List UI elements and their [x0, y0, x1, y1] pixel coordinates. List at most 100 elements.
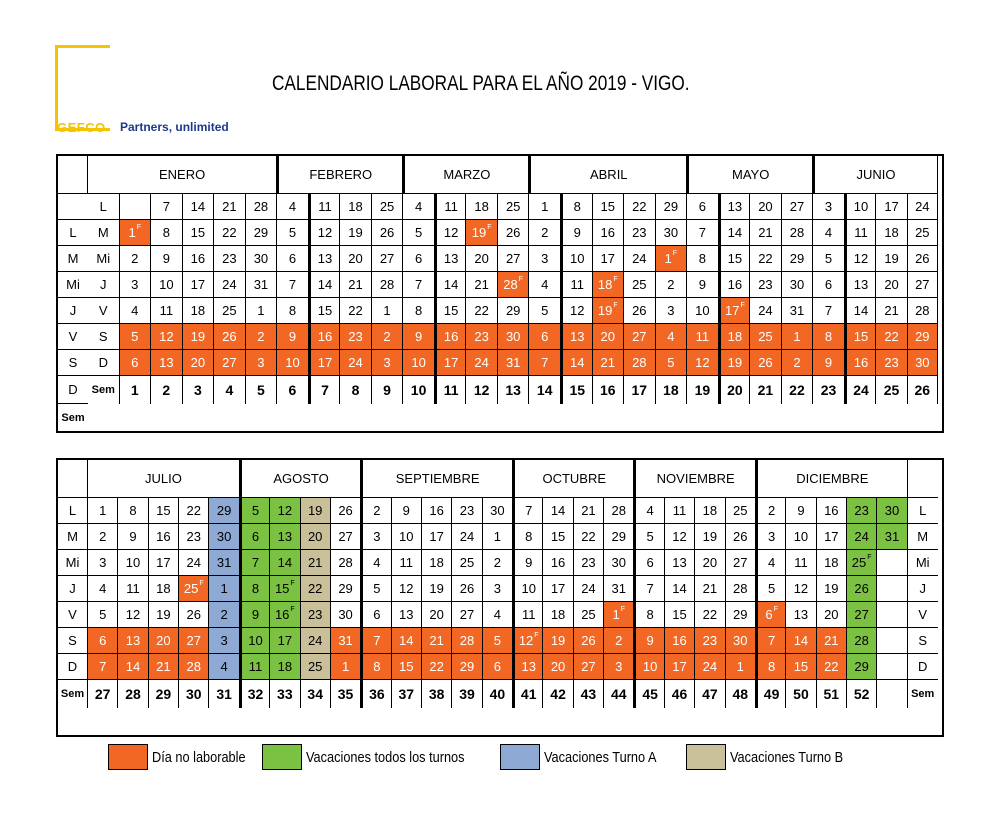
week-number: 2 [151, 376, 183, 404]
day-cell: 22 [695, 602, 726, 628]
day-cell: 2 [529, 220, 561, 246]
day-cell: 27 [497, 246, 530, 272]
day-cell: 27 [452, 602, 483, 628]
week-number: 47 [695, 680, 726, 708]
day-cell: 13 [664, 550, 696, 576]
day-cell: 25 [750, 324, 782, 350]
day-cell: 9 [687, 272, 719, 298]
month-header: ENERO [88, 156, 278, 194]
day-cell: 23 [214, 246, 246, 272]
week-number: 14 [529, 376, 561, 404]
day-cell: 22 [421, 654, 453, 680]
day-cell: 2 [755, 498, 787, 524]
day-cell: 3 [604, 654, 635, 680]
day-cell: 13 [513, 654, 544, 680]
day-cell: 19 [421, 576, 453, 602]
day-cell: 7 [277, 272, 309, 298]
day-cell: 6 [119, 350, 152, 376]
day-cell: 24 [624, 246, 656, 272]
week-number: 42 [543, 680, 574, 708]
weekday-label: V [58, 324, 88, 350]
day-cell: 25 [624, 272, 656, 298]
day-cell: 16 [148, 524, 180, 550]
week-number: 18 [656, 376, 688, 404]
day-cell: 30 [482, 498, 514, 524]
day-cell: 23 [466, 324, 498, 350]
day-cell: 13 [844, 272, 877, 298]
week-number: 39 [452, 680, 483, 708]
day-cell: 22 [466, 298, 498, 324]
day-cell: 12 [664, 524, 696, 550]
day-cell: 4 [277, 194, 309, 220]
month-header: SEPTIEMBRE [361, 460, 514, 498]
day-cell: 21 [695, 576, 726, 602]
day-cell: 8 [239, 576, 271, 602]
day-cell: 10 [634, 654, 665, 680]
day-cell: 17 [308, 350, 341, 376]
day-cell: 11 [239, 654, 271, 680]
weekday-label: M [58, 524, 88, 550]
day-cell: 26 [725, 524, 756, 550]
day-cell: 21 [300, 550, 331, 576]
day-cell: 19 F [466, 220, 498, 246]
day-cell: 11 [434, 194, 467, 220]
day-cell: 22 [624, 194, 656, 220]
day-cell: 12 [434, 220, 467, 246]
day-cell: 12 F [513, 628, 544, 654]
week-number: 34 [301, 680, 331, 708]
month-header: NOVIEMBRE [634, 460, 756, 498]
day-cell: 31 [245, 272, 278, 298]
day-cell: 9 [277, 324, 309, 350]
day-cell: 14 [391, 628, 422, 654]
gefco-logo-frame [55, 45, 110, 131]
day-cell [877, 654, 908, 680]
day-cell: 5 [482, 628, 514, 654]
day-cell: 14 [844, 298, 877, 324]
week-number: 17 [624, 376, 656, 404]
day-cell: 15 [148, 498, 180, 524]
month-header: MARZO [403, 156, 530, 194]
day-cell: 21 [148, 654, 180, 680]
day-cell: 4 [655, 324, 688, 350]
day-cell: 9 [786, 498, 817, 524]
day-cell: 16 [664, 628, 696, 654]
day-cell: 2 [88, 524, 119, 550]
day-cell: 16 [434, 324, 467, 350]
weekday-label: M [88, 220, 120, 246]
day-cell: 23 [573, 550, 605, 576]
day-cell: 10 [277, 350, 309, 376]
day-cell: 13 [391, 602, 422, 628]
week-number: 7 [308, 376, 341, 404]
day-cell: 30 [725, 628, 756, 654]
day-cell: 12 [687, 350, 719, 376]
day-cell: 17 [434, 350, 467, 376]
day-cell: 25 [300, 654, 331, 680]
day-cell: 13 [270, 524, 301, 550]
day-cell: 30 [604, 550, 635, 576]
day-cell: 28 [725, 576, 756, 602]
legend-swatch [108, 744, 148, 770]
day-cell: 9 [151, 246, 183, 272]
day-cell: 20 [543, 654, 574, 680]
day-cell: 5 [239, 498, 271, 524]
day-cell: 2 [361, 498, 392, 524]
day-cell: 11 [664, 498, 696, 524]
day-cell: 11 [560, 272, 593, 298]
day-cell: 23 [300, 602, 331, 628]
weekday-label: L [88, 194, 120, 220]
day-cell: 3 [655, 298, 688, 324]
day-cell: 22 [340, 298, 372, 324]
week-number: 19 [687, 376, 719, 404]
day-cell: 1 [371, 298, 404, 324]
day-cell: 20 [300, 524, 331, 550]
day-cell: 26 [214, 324, 246, 350]
week-label: Sem [58, 680, 88, 708]
day-cell: 24 [179, 550, 210, 576]
day-cell: 19 [182, 324, 215, 350]
day-cell: 26 [452, 576, 483, 602]
calendar-first-half: ENERO FEBRERO MARZO ABRIL MAYO JUNIO L 7 14 21 28 4… [56, 154, 944, 433]
day-cell: 26 [179, 602, 210, 628]
day-cell: 13 [118, 628, 149, 654]
day-cell: 16 [182, 246, 215, 272]
day-cell: 27 [371, 246, 404, 272]
